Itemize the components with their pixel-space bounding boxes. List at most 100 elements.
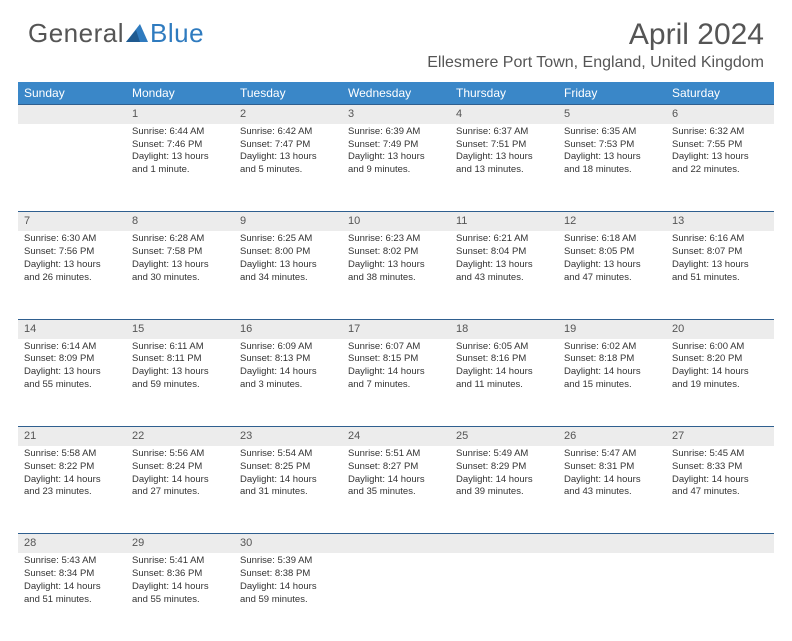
day1-text: Daylight: 14 hours <box>24 474 120 487</box>
day-content-row: Sunrise: 6:44 AMSunset: 7:46 PMDaylight:… <box>18 124 774 212</box>
day-cell: Sunrise: 5:47 AMSunset: 8:31 PMDaylight:… <box>558 446 666 534</box>
day-number: 26 <box>558 427 666 446</box>
sunrise-text: Sunrise: 6:25 AM <box>240 233 336 246</box>
day1-text: Daylight: 14 hours <box>132 581 228 594</box>
day-number: 8 <box>126 212 234 231</box>
day2-text: and 34 minutes. <box>240 272 336 285</box>
day-number: 15 <box>126 319 234 338</box>
logo-triangle-icon <box>126 18 148 49</box>
day2-text: and 39 minutes. <box>456 486 552 499</box>
day2-text: and 26 minutes. <box>24 272 120 285</box>
day2-text: and 59 minutes. <box>240 594 336 607</box>
sunset-text: Sunset: 8:25 PM <box>240 461 336 474</box>
day1-text: Daylight: 13 hours <box>348 259 444 272</box>
sunset-text: Sunset: 8:16 PM <box>456 353 552 366</box>
day2-text: and 3 minutes. <box>240 379 336 392</box>
day1-text: Daylight: 13 hours <box>456 151 552 164</box>
location-subtitle: Ellesmere Port Town, England, United Kin… <box>427 54 764 72</box>
sunrise-text: Sunrise: 6:16 AM <box>672 233 768 246</box>
sunset-text: Sunset: 8:15 PM <box>348 353 444 366</box>
sunset-text: Sunset: 8:20 PM <box>672 353 768 366</box>
sunset-text: Sunset: 8:27 PM <box>348 461 444 474</box>
sunrise-text: Sunrise: 6:44 AM <box>132 126 228 139</box>
day-cell <box>558 553 666 641</box>
day-number: 27 <box>666 427 774 446</box>
day-number: 28 <box>18 534 126 553</box>
sunrise-text: Sunrise: 6:37 AM <box>456 126 552 139</box>
day-number: 7 <box>18 212 126 231</box>
day-cell: Sunrise: 6:11 AMSunset: 8:11 PMDaylight:… <box>126 339 234 427</box>
day-cell: Sunrise: 6:07 AMSunset: 8:15 PMDaylight:… <box>342 339 450 427</box>
day2-text: and 55 minutes. <box>24 379 120 392</box>
day-number: 3 <box>342 105 450 124</box>
day-number: 24 <box>342 427 450 446</box>
sunrise-text: Sunrise: 6:09 AM <box>240 341 336 354</box>
day-number: 4 <box>450 105 558 124</box>
day2-text: and 1 minute. <box>132 164 228 177</box>
sunrise-text: Sunrise: 6:23 AM <box>348 233 444 246</box>
day-cell: Sunrise: 6:05 AMSunset: 8:16 PMDaylight:… <box>450 339 558 427</box>
day2-text: and 22 minutes. <box>672 164 768 177</box>
day1-text: Daylight: 13 hours <box>240 259 336 272</box>
day-cell: Sunrise: 5:58 AMSunset: 8:22 PMDaylight:… <box>18 446 126 534</box>
day-number: 16 <box>234 319 342 338</box>
day-number: 25 <box>450 427 558 446</box>
day-header: Sunday <box>18 82 126 105</box>
day1-text: Daylight: 13 hours <box>24 259 120 272</box>
sunset-text: Sunset: 8:09 PM <box>24 353 120 366</box>
day2-text: and 30 minutes. <box>132 272 228 285</box>
header: General Blue April 2024 Ellesmere Port T… <box>0 0 792 76</box>
sunrise-text: Sunrise: 5:58 AM <box>24 448 120 461</box>
day-number: 22 <box>126 427 234 446</box>
day2-text: and 5 minutes. <box>240 164 336 177</box>
day-content-row: Sunrise: 6:30 AMSunset: 7:56 PMDaylight:… <box>18 231 774 319</box>
day-cell: Sunrise: 6:16 AMSunset: 8:07 PMDaylight:… <box>666 231 774 319</box>
day-cell: Sunrise: 5:51 AMSunset: 8:27 PMDaylight:… <box>342 446 450 534</box>
daynum-row: 282930 <box>18 534 774 553</box>
day-number: 2 <box>234 105 342 124</box>
month-title: April 2024 <box>427 18 764 52</box>
daynum-row: 123456 <box>18 105 774 124</box>
sunset-text: Sunset: 7:46 PM <box>132 139 228 152</box>
day-number: 1 <box>126 105 234 124</box>
day1-text: Daylight: 13 hours <box>132 151 228 164</box>
day-number: 21 <box>18 427 126 446</box>
day2-text: and 27 minutes. <box>132 486 228 499</box>
day1-text: Daylight: 13 hours <box>348 151 444 164</box>
day2-text: and 47 minutes. <box>672 486 768 499</box>
day-number: 10 <box>342 212 450 231</box>
sunset-text: Sunset: 8:34 PM <box>24 568 120 581</box>
sunrise-text: Sunrise: 6:05 AM <box>456 341 552 354</box>
brand-part2: Blue <box>150 18 204 49</box>
day-header: Wednesday <box>342 82 450 105</box>
day-number: 14 <box>18 319 126 338</box>
day-header: Monday <box>126 82 234 105</box>
day-number: 11 <box>450 212 558 231</box>
calendar: Sunday Monday Tuesday Wednesday Thursday… <box>0 76 792 641</box>
day1-text: Daylight: 14 hours <box>672 366 768 379</box>
day1-text: Daylight: 14 hours <box>24 581 120 594</box>
day-cell: Sunrise: 6:44 AMSunset: 7:46 PMDaylight:… <box>126 124 234 212</box>
day2-text: and 38 minutes. <box>348 272 444 285</box>
day1-text: Daylight: 14 hours <box>132 474 228 487</box>
day1-text: Daylight: 13 hours <box>132 366 228 379</box>
day1-text: Daylight: 13 hours <box>564 259 660 272</box>
day-header: Tuesday <box>234 82 342 105</box>
day-header: Saturday <box>666 82 774 105</box>
day-header: Thursday <box>450 82 558 105</box>
sunrise-text: Sunrise: 5:49 AM <box>456 448 552 461</box>
day-cell: Sunrise: 6:39 AMSunset: 7:49 PMDaylight:… <box>342 124 450 212</box>
day-cell: Sunrise: 6:28 AMSunset: 7:58 PMDaylight:… <box>126 231 234 319</box>
sunset-text: Sunset: 8:00 PM <box>240 246 336 259</box>
day-number: 17 <box>342 319 450 338</box>
sunrise-text: Sunrise: 5:47 AM <box>564 448 660 461</box>
calendar-body: 123456Sunrise: 6:44 AMSunset: 7:46 PMDay… <box>18 105 774 641</box>
daynum-row: 14151617181920 <box>18 319 774 338</box>
day-number: 19 <box>558 319 666 338</box>
day2-text: and 35 minutes. <box>348 486 444 499</box>
day-cell: Sunrise: 5:43 AMSunset: 8:34 PMDaylight:… <box>18 553 126 641</box>
sunset-text: Sunset: 8:31 PM <box>564 461 660 474</box>
day2-text: and 51 minutes. <box>672 272 768 285</box>
daynum-row: 21222324252627 <box>18 427 774 446</box>
day-number <box>342 534 450 553</box>
